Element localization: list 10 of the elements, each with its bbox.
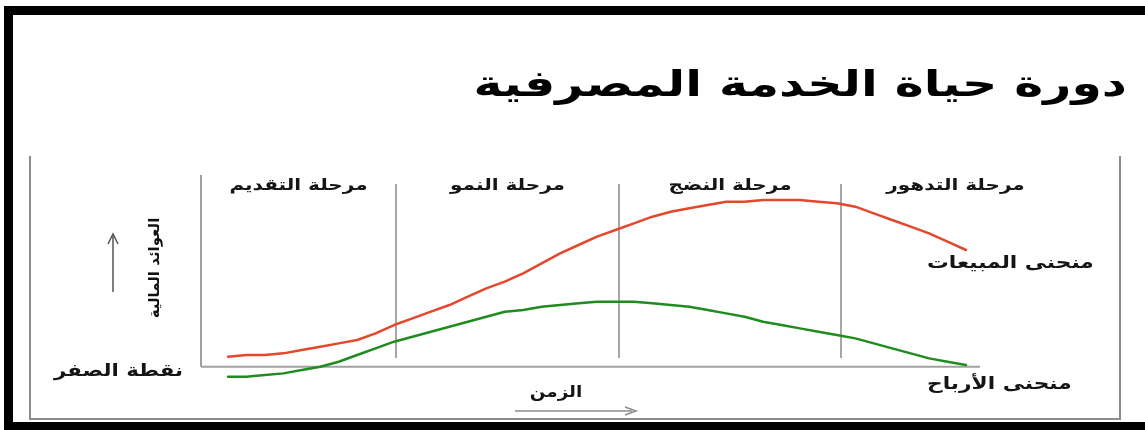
text: مرحلة التقديم (229, 174, 368, 195)
text: مرحلة النضج (668, 174, 792, 195)
text: نقطة الصفر (52, 359, 183, 381)
series-label: منحنى المبيعات (927, 252, 1094, 273)
series-label: منحنى الأرباح (927, 372, 1072, 394)
text: مرحلة التدهور (885, 174, 1025, 195)
y-axis-title: العوائد المالية (145, 217, 163, 319)
chart-title: دورة حياة الخدمة المصرفية (473, 62, 1127, 106)
text: مرحلة النمو (448, 174, 565, 195)
x-axis-title: الزمن (529, 382, 583, 402)
